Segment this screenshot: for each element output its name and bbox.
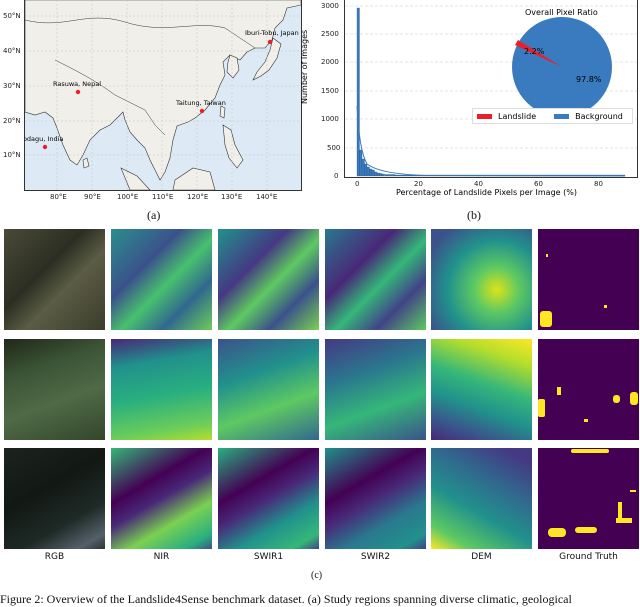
site-marker-kodagu: [42, 144, 48, 150]
y-tick: 1500: [321, 87, 339, 95]
lat-tick: 10°N: [3, 151, 21, 159]
x-tick: 80: [594, 180, 603, 188]
pie-title: Overall Pixel Ratio: [525, 8, 598, 17]
tile-dem-1: [431, 229, 532, 330]
tile-gt-3: [538, 448, 639, 549]
tile-swir2-1: [325, 229, 426, 330]
tile-nir-2: [111, 339, 212, 440]
x-tick: 0: [355, 180, 360, 188]
y-tick: 2500: [321, 30, 339, 38]
column-label-dem: DEM: [471, 552, 492, 562]
tile-swir2-2: [325, 339, 426, 440]
x-axis-label: Percentage of Landslide Pixels per Image…: [396, 188, 577, 197]
y-tick: 2000: [321, 58, 339, 66]
tile-dem-2: [431, 339, 532, 440]
histogram: [345, 5, 637, 177]
tile-rgb-2: [4, 339, 105, 440]
site-label-rasuwa: Rasuwa, Nepal: [53, 80, 102, 88]
column-label-swir1: SWIR1: [253, 552, 284, 562]
panel-a-map: Iburi-Tobu, Japan Rasuwa, Nepal Taitung,…: [24, 0, 302, 191]
legend-swatch-landslide: [477, 113, 492, 119]
x-tick: 20: [414, 180, 423, 188]
lat-tick: 20°N: [3, 117, 21, 125]
lon-tick: 110°E: [152, 193, 174, 201]
tile-swir1-2: [218, 339, 319, 440]
y-tick: 1000: [321, 115, 339, 123]
column-label-swir2: SWIR2: [360, 552, 391, 562]
lon-tick: 90°E: [84, 193, 101, 201]
caption-c: (c): [311, 570, 323, 581]
tile-dem-3: [431, 448, 532, 549]
asia-map: [25, 0, 301, 190]
site-marker-taitung: [199, 108, 205, 114]
lon-tick: 100°E: [117, 193, 139, 201]
tile-nir-3: [111, 448, 212, 549]
site-label-taitung: Taitung, Taiwan: [176, 99, 226, 107]
legend-swatch-background: [554, 113, 570, 119]
lon-tick: 130°E: [221, 193, 243, 201]
x-tick: 40: [474, 180, 483, 188]
tile-swir1-1: [218, 229, 319, 330]
lat-tick: 50°N: [3, 12, 21, 20]
x-tick: 60: [534, 180, 543, 188]
legend-label-background: Background: [575, 111, 623, 121]
site-marker-iburi: [267, 39, 273, 45]
site-marker-rasuwa: [75, 89, 81, 95]
lat-tick: 40°N: [3, 47, 21, 55]
caption-a: (a): [147, 208, 161, 222]
tile-rgb-3: [4, 448, 105, 549]
lon-tick: 80°E: [50, 193, 67, 201]
column-label-ground-truth: Ground Truth: [559, 552, 618, 562]
legend-label-landslide: Landslide: [498, 111, 537, 121]
tile-swir1-3: [218, 448, 319, 549]
site-label-kodagu: Kodagu, India: [25, 135, 64, 143]
tile-gt-2: [538, 339, 639, 440]
tile-swir2-3: [325, 448, 426, 549]
tile-gt-1: [538, 229, 639, 330]
column-label-rgb: RGB: [44, 552, 65, 562]
y-tick: 0: [334, 172, 339, 180]
lon-tick: 140°E: [256, 193, 278, 201]
tile-rgb-1: [4, 229, 105, 330]
tile-nir-1: [111, 229, 212, 330]
pie-legend: Landslide Background: [472, 108, 633, 124]
lon-tick: 120°E: [187, 193, 209, 201]
y-tick: 500: [327, 144, 341, 152]
pie-label-background: 97.8%: [576, 75, 602, 84]
y-axis-label: Number of Images: [300, 29, 309, 104]
y-tick: 3000: [321, 2, 339, 10]
pie-chart: [512, 17, 612, 117]
panel-b-plot: Overall Pixel Ratio 2.2% 97.8% Landslide…: [344, 0, 638, 178]
site-label-iburi: Iburi-Tobu, Japan: [245, 29, 299, 37]
lat-tick: 30°N: [3, 82, 21, 90]
figure-caption: Figure 2: Overview of the Landslide4Sens…: [0, 592, 572, 606]
pie-label-landslide: 2.2%: [524, 47, 545, 56]
caption-b: (b): [467, 208, 481, 222]
column-label-nir: NIR: [153, 552, 170, 562]
